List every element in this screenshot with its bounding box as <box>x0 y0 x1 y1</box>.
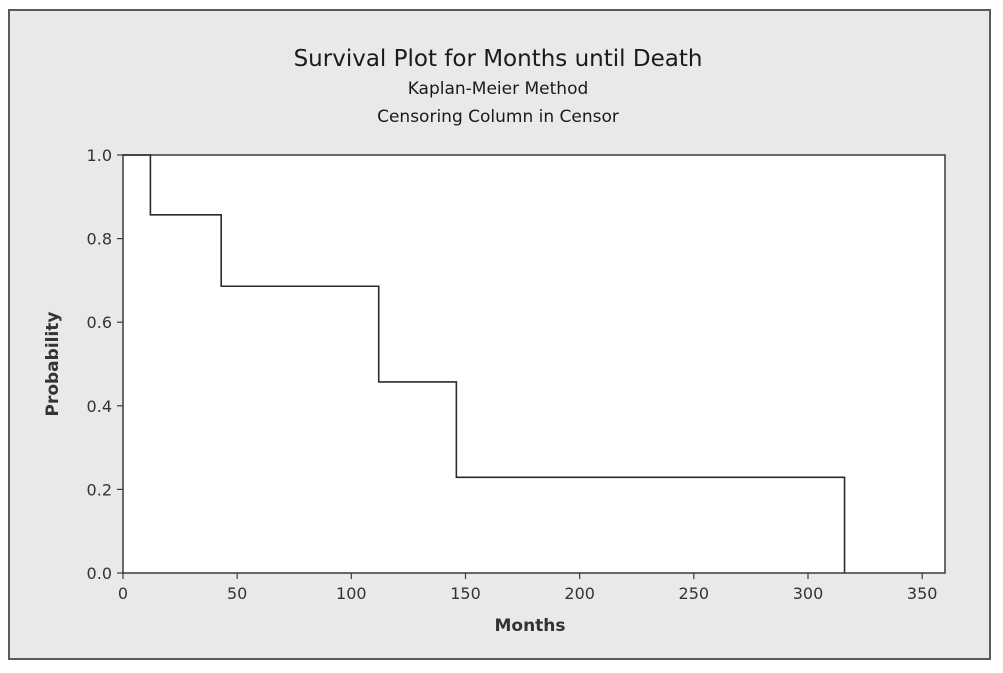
chart-title: Survival Plot for Months until Death <box>294 46 703 72</box>
chart-frame: Survival Plot for Months until Death Kap… <box>8 9 991 660</box>
x-tick-label: 150 <box>450 584 481 603</box>
x-tick-label: 350 <box>907 584 938 603</box>
y-axis-ticks: 0.0 0.2 0.4 0.6 0.8 1.0 <box>87 146 123 583</box>
x-tick-label: 200 <box>564 584 595 603</box>
x-tick-label: 100 <box>336 584 367 603</box>
x-tick-label: 250 <box>679 584 710 603</box>
y-tick-label: 0.0 <box>87 564 112 583</box>
series-layer <box>123 154 846 573</box>
y-axis-label: Probability <box>43 311 63 416</box>
chart-svg: Survival Plot for Months until Death Kap… <box>43 46 946 636</box>
chart-subtitle-censoring: Censoring Column in Censor <box>377 107 619 127</box>
y-tick-label: 1.0 <box>87 146 112 165</box>
x-tick-label: 50 <box>227 584 247 603</box>
y-tick-label: 0.6 <box>87 313 112 332</box>
y-tick-label: 0.2 <box>87 480 112 499</box>
y-tick-label: 0.4 <box>87 397 112 416</box>
y-tick-label: 0.8 <box>87 230 112 249</box>
chart-subtitle: Kaplan-Meier Method <box>408 79 589 99</box>
x-axis-ticks: 0 50 100 150 200 250 300 350 <box>118 573 938 603</box>
x-tick-label: 0 <box>118 584 128 603</box>
x-tick-label: 300 <box>793 584 824 603</box>
survival-step-line <box>123 154 846 573</box>
x-axis-label: Months <box>494 616 565 636</box>
plot-area <box>122 154 946 574</box>
